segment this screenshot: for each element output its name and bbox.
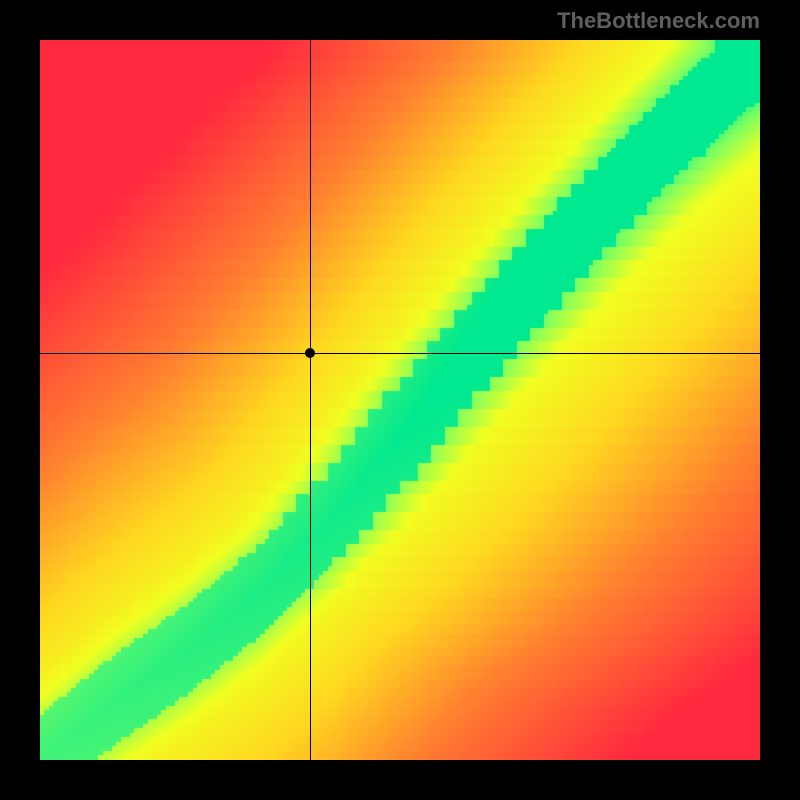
- crosshair-vertical: [310, 40, 311, 760]
- watermark-text: TheBottleneck.com: [557, 8, 760, 34]
- heatmap-plot: [40, 40, 760, 760]
- crosshair-horizontal: [40, 353, 760, 354]
- crosshair-marker: [305, 348, 315, 358]
- heatmap-canvas: [40, 40, 760, 760]
